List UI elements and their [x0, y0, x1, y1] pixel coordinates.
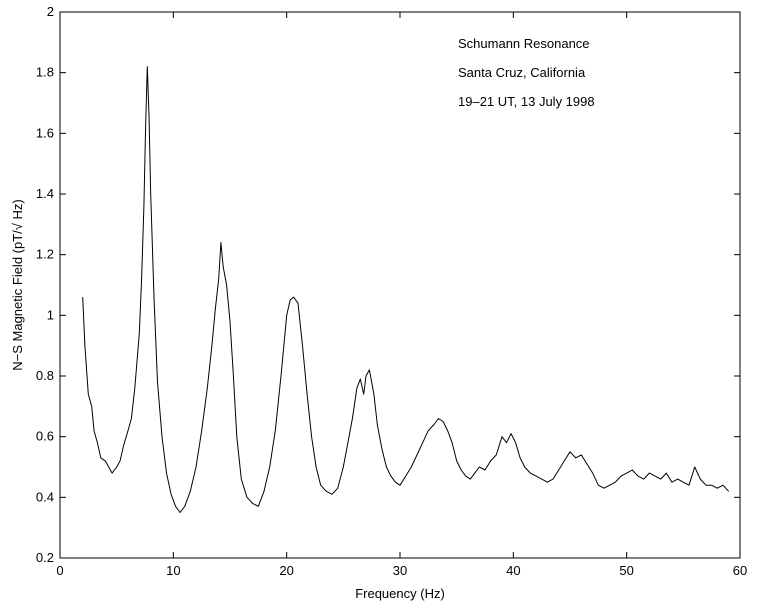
annotation-line-1: Schumann Resonance — [458, 36, 590, 51]
y-tick-label: 0.4 — [36, 489, 54, 504]
x-tick-label: 10 — [166, 563, 180, 578]
plot-frame — [59, 11, 741, 559]
annotation-line-2: Santa Cruz, California — [458, 65, 586, 80]
y-tick-label: 1.2 — [36, 247, 54, 262]
x-tick-label: 40 — [506, 563, 520, 578]
x-tick-label: 0 — [56, 563, 63, 578]
y-tick-label: 1 — [47, 307, 54, 322]
y-tick-label: 0.8 — [36, 368, 54, 383]
y-tick-label: 1.6 — [36, 125, 54, 140]
y-tick-label: 1.4 — [36, 186, 54, 201]
y-tick-label: 2 — [47, 4, 54, 19]
x-tick-label: 20 — [279, 563, 293, 578]
y-axis-label: N−S Magnetic Field (pT/√ Hz) — [10, 199, 25, 371]
y-tick-label: 1.8 — [36, 65, 54, 80]
series-line — [82, 66, 730, 513]
x-tick-label: 30 — [393, 563, 407, 578]
annotation-line-3: 19–21 UT, 13 July 1998 — [458, 94, 595, 109]
x-axis-label: Frequency (Hz) — [355, 586, 445, 601]
x-tick-label: 60 — [733, 563, 747, 578]
y-tick-label: 0.6 — [36, 429, 54, 444]
x-tick-label: 50 — [619, 563, 633, 578]
y-tick-label: 0.2 — [36, 550, 54, 565]
